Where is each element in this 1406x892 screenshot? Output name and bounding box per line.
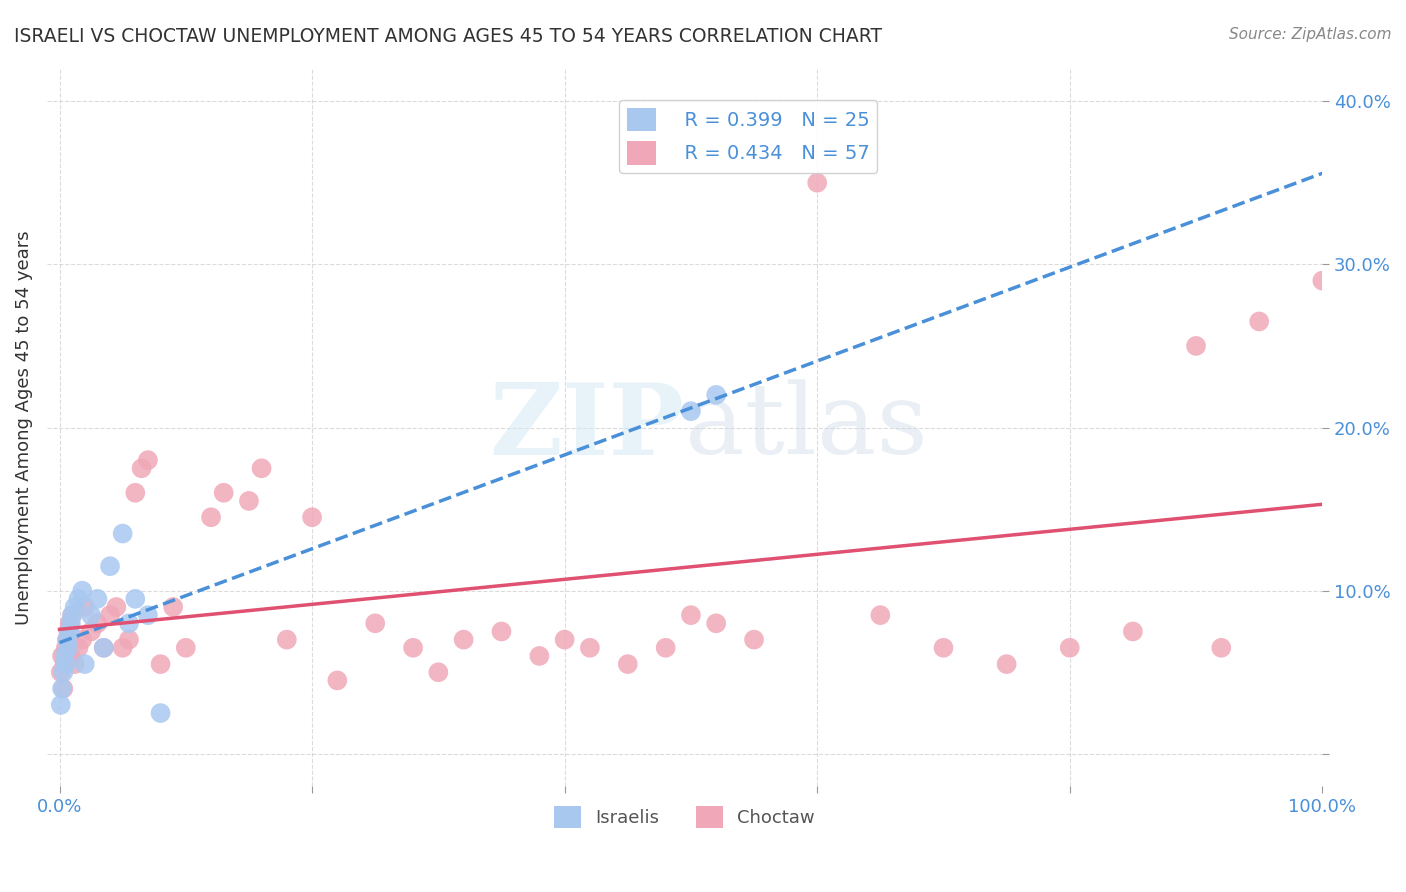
Point — [1122, 624, 1144, 639]
Point — [63, 657, 86, 672]
Point — [55, 657, 77, 672]
Point — [276, 632, 298, 647]
Point — [529, 648, 551, 663]
Point — [118, 616, 141, 631]
Point — [932, 640, 955, 655]
Point — [55, 640, 77, 655]
Point — [63, 599, 86, 614]
Point — [1059, 640, 1081, 655]
Point — [616, 657, 638, 672]
Text: ISRAELI VS CHOCTAW UNEMPLOYMENT AMONG AGES 45 TO 54 YEARS CORRELATION CHART: ISRAELI VS CHOCTAW UNEMPLOYMENT AMONG AG… — [14, 27, 882, 45]
Point — [59, 616, 82, 631]
Point — [554, 632, 576, 647]
Point — [105, 599, 128, 614]
Point — [654, 640, 676, 655]
Point — [80, 624, 103, 639]
Point — [52, 665, 75, 680]
Point — [136, 453, 159, 467]
Point — [118, 632, 141, 647]
Point — [98, 608, 121, 623]
Legend: Israelis, Choctaw: Israelis, Choctaw — [547, 798, 823, 835]
Point — [53, 657, 76, 672]
Point — [136, 608, 159, 623]
Point — [51, 648, 73, 663]
Point — [58, 640, 80, 655]
Point — [162, 599, 184, 614]
Point — [93, 640, 115, 655]
Point — [111, 640, 134, 655]
Point — [49, 665, 72, 680]
Point — [200, 510, 222, 524]
Text: atlas: atlas — [685, 380, 928, 475]
Point — [995, 657, 1018, 672]
Point — [238, 494, 260, 508]
Point — [453, 632, 475, 647]
Point — [51, 681, 73, 696]
Point — [326, 673, 349, 688]
Point — [679, 608, 702, 623]
Point — [149, 657, 172, 672]
Point — [56, 632, 79, 647]
Point — [124, 591, 146, 606]
Point — [427, 665, 450, 680]
Point — [491, 624, 513, 639]
Point — [1310, 274, 1333, 288]
Point — [73, 657, 96, 672]
Point — [1185, 339, 1208, 353]
Point — [60, 608, 83, 623]
Point — [131, 461, 153, 475]
Point — [67, 591, 90, 606]
Point — [73, 599, 96, 614]
Point — [86, 591, 108, 606]
Point — [704, 388, 727, 402]
Point — [56, 632, 79, 647]
Point — [579, 640, 602, 655]
Point — [250, 461, 273, 475]
Point — [869, 608, 891, 623]
Point — [52, 681, 75, 696]
Point — [124, 485, 146, 500]
Point — [58, 624, 80, 639]
Point — [59, 624, 82, 639]
Text: ZIP: ZIP — [489, 379, 685, 476]
Point — [86, 616, 108, 631]
Point — [806, 176, 828, 190]
Point — [212, 485, 235, 500]
Point — [70, 632, 93, 647]
Point — [1249, 314, 1271, 328]
Point — [59, 648, 82, 663]
Point — [742, 632, 765, 647]
Point — [60, 608, 83, 623]
Point — [364, 616, 387, 631]
Point — [67, 640, 90, 655]
Point — [59, 616, 82, 631]
Point — [174, 640, 197, 655]
Point — [704, 616, 727, 631]
Point — [149, 706, 172, 720]
Point — [1211, 640, 1233, 655]
Point — [402, 640, 425, 655]
Point — [53, 648, 76, 663]
Point — [111, 526, 134, 541]
Point — [301, 510, 323, 524]
Y-axis label: Unemployment Among Ages 45 to 54 years: Unemployment Among Ages 45 to 54 years — [15, 230, 32, 624]
Point — [679, 404, 702, 418]
Text: Source: ZipAtlas.com: Source: ZipAtlas.com — [1229, 27, 1392, 42]
Point — [80, 608, 103, 623]
Point — [98, 559, 121, 574]
Point — [70, 583, 93, 598]
Point — [93, 640, 115, 655]
Point — [49, 698, 72, 712]
